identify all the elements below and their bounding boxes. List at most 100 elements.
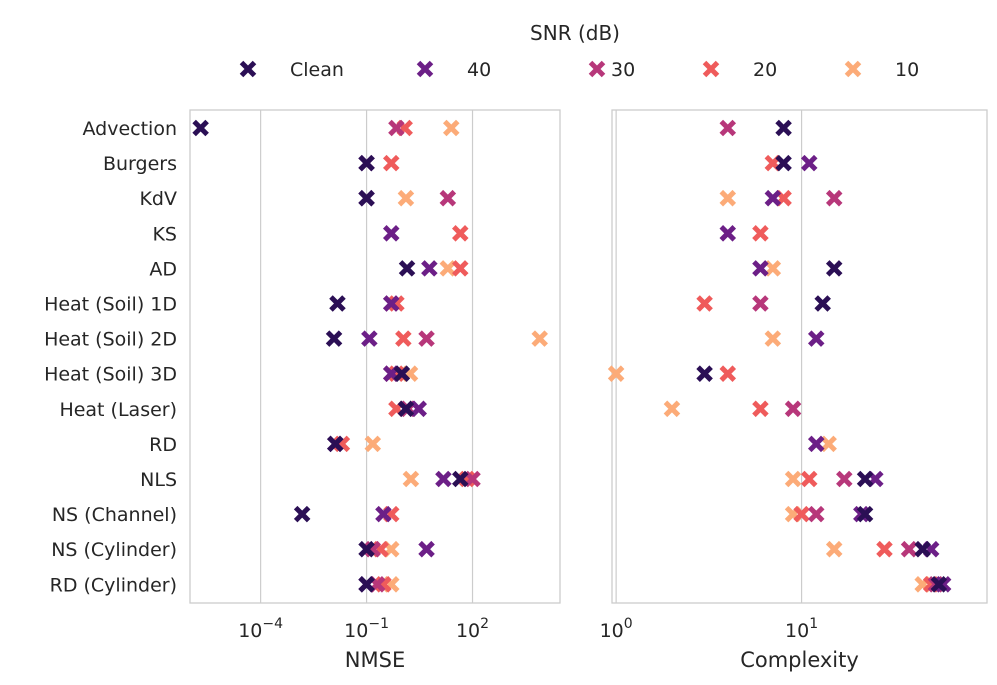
point-40-ks xyxy=(382,225,400,242)
category-label-ks: KS xyxy=(152,223,177,245)
point-clean-ns-cylinder xyxy=(358,540,375,558)
plot-frame xyxy=(611,109,988,604)
point-10-ad xyxy=(439,260,457,277)
point-clean-rd-cylinder xyxy=(930,576,948,593)
point-40-heat-soil-2d xyxy=(807,330,825,347)
point-10-kdv xyxy=(397,189,415,207)
point-30-advection xyxy=(388,119,405,137)
point-10-heat-soil-2d xyxy=(531,330,548,347)
category-label-burgers: Burgers xyxy=(103,153,177,175)
legend-label-10: 10 xyxy=(895,59,919,81)
point-40-ks xyxy=(719,225,737,242)
point-clean-heat-soil-1d xyxy=(329,295,346,312)
point-clean-burgers xyxy=(358,154,375,172)
point-40-rd xyxy=(807,435,825,453)
legend-marker-10 xyxy=(844,60,862,78)
point-clean-heat-laser xyxy=(397,400,415,418)
point-10-heat-soil-2d xyxy=(764,330,782,347)
point-40-nls xyxy=(435,470,452,488)
category-label-heat-soil-3d: Heat (Soil) 3D xyxy=(44,364,177,386)
point-40-ns-channel xyxy=(853,505,870,523)
point-10-kdv xyxy=(719,189,737,207)
point-10-rd xyxy=(364,435,382,453)
point-clean-ad xyxy=(398,260,416,277)
point-20-ks xyxy=(752,225,769,242)
point-20-heat-soil-1d xyxy=(696,295,713,312)
x-tick-label: 100 xyxy=(600,616,633,642)
point-30-advection xyxy=(719,119,737,137)
category-label-nls: NLS xyxy=(140,469,177,491)
point-clean-ns-cylinder xyxy=(914,540,931,558)
point-clean-kdv xyxy=(358,189,375,207)
point-40-rd-cylinder xyxy=(934,576,952,593)
y-axis-category-labels: Advection Burgers KdV KS AD Heat (Soil) 1D Hea… xyxy=(44,118,177,596)
point-40-heat-laser xyxy=(410,400,428,418)
point-10-nls xyxy=(784,470,802,488)
point-40-ad xyxy=(752,260,769,277)
point-20-heat-soil-2d xyxy=(395,330,412,347)
point-20-ks xyxy=(452,225,469,242)
category-label-rd-cylinder: RD (Cylinder) xyxy=(50,574,177,596)
point-10-ad xyxy=(764,260,782,277)
point-30-kdv xyxy=(439,189,457,207)
point-20-burgers xyxy=(382,154,400,172)
category-label-advection: Advection xyxy=(83,118,178,140)
point-30-heat-laser xyxy=(784,400,802,418)
point-clean-heat-soil-2d xyxy=(325,330,343,347)
category-label-ns-channel: NS (Channel) xyxy=(52,504,177,526)
x-axis-label: NMSE xyxy=(345,648,405,672)
point-clean-advection xyxy=(192,119,209,137)
legend-title: SNR (dB) xyxy=(530,21,620,45)
point-clean-advection xyxy=(775,119,792,137)
point-clean-heat-soil-3d xyxy=(696,365,713,382)
point-20-heat-soil-3d xyxy=(719,365,737,382)
point-10-nls xyxy=(402,470,420,488)
category-label-ns-cylinder: NS (Cylinder) xyxy=(51,539,177,561)
plot-frame xyxy=(189,109,561,604)
point-20-ns-cylinder xyxy=(876,540,893,558)
point-30-nls xyxy=(464,470,481,488)
point-30-nls xyxy=(836,470,853,488)
point-20-nls xyxy=(800,470,818,488)
category-label-heat-soil-1d: Heat (Soil) 1D xyxy=(44,294,177,316)
legend-marker-20 xyxy=(702,60,720,78)
point-10-rd xyxy=(820,435,837,453)
point-30-ns-cylinder xyxy=(900,540,918,558)
point-20-ad xyxy=(452,260,469,277)
point-40-heat-soil-1d xyxy=(382,295,400,312)
point-30-kdv xyxy=(825,189,843,207)
point-40-ns-channel xyxy=(375,505,392,523)
legend-marker-30 xyxy=(588,60,606,78)
legend-label-40: 40 xyxy=(467,59,491,81)
x-tick-label: 10−4 xyxy=(238,616,283,642)
point-30-ns-channel xyxy=(807,505,825,523)
x-tick-label: 102 xyxy=(456,616,489,642)
point-30-heat-soil-2d xyxy=(418,330,435,347)
category-label-heat-laser: Heat (Laser) xyxy=(59,399,177,421)
complexity-panel: 100 101 Complexity xyxy=(600,109,988,672)
point-20-ns-channel xyxy=(793,505,810,523)
point-clean-heat-soil-1d xyxy=(814,295,831,312)
point-10-heat-laser xyxy=(663,400,681,418)
point-40-kdv xyxy=(764,189,782,207)
category-label-ad: AD xyxy=(149,258,177,280)
point-20-heat-laser xyxy=(752,400,769,418)
legend: Clean 40 30 20 10 xyxy=(239,59,919,81)
nmse-panel: 10−4 10−1 102 NMSE xyxy=(189,109,561,672)
x-axis-label: Complexity xyxy=(740,648,859,672)
point-clean-nls xyxy=(856,470,874,488)
point-10-ns-cylinder xyxy=(825,540,843,558)
point-clean-burgers xyxy=(775,154,792,172)
point-clean-ns-channel xyxy=(293,505,311,523)
category-label-heat-soil-2d: Heat (Soil) 2D xyxy=(44,329,177,351)
legend-marker-40 xyxy=(416,60,434,78)
point-40-ad xyxy=(421,260,438,277)
point-clean-nls xyxy=(452,470,469,488)
point-40-ns-cylinder xyxy=(418,540,435,558)
x-tick-label: 10−1 xyxy=(344,616,389,642)
legend-label-20: 20 xyxy=(753,59,777,81)
point-clean-ad xyxy=(825,260,843,277)
point-clean-heat-soil-3d xyxy=(393,365,411,382)
point-40-burgers xyxy=(800,154,818,172)
